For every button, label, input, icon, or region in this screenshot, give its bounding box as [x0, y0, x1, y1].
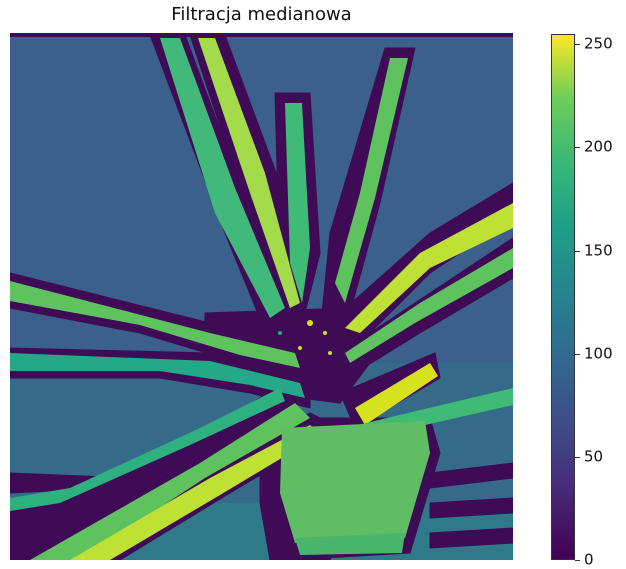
colorbar-tick-label: 0: [584, 550, 594, 569]
median-filtered-image: [10, 33, 513, 560]
colorbar-tick-label: 150: [584, 241, 613, 260]
colorbar-tick-mark: [575, 251, 580, 252]
colorbar-tick-mark: [575, 560, 580, 561]
colorbar-tick-mark: [575, 44, 580, 45]
image-title: Filtracja medianowa: [171, 4, 352, 25]
colorbar-tick-label: 200: [584, 137, 613, 156]
colorbar-tick-label: 250: [584, 34, 613, 53]
colorbar-tick-mark: [575, 354, 580, 355]
colorbar: [551, 34, 575, 560]
colorbar-tick-mark: [575, 457, 580, 458]
colorbar-tick-label: 100: [584, 344, 613, 363]
colorbar-tick-mark: [575, 147, 580, 148]
colorbar-tick-label: 50: [584, 447, 604, 466]
